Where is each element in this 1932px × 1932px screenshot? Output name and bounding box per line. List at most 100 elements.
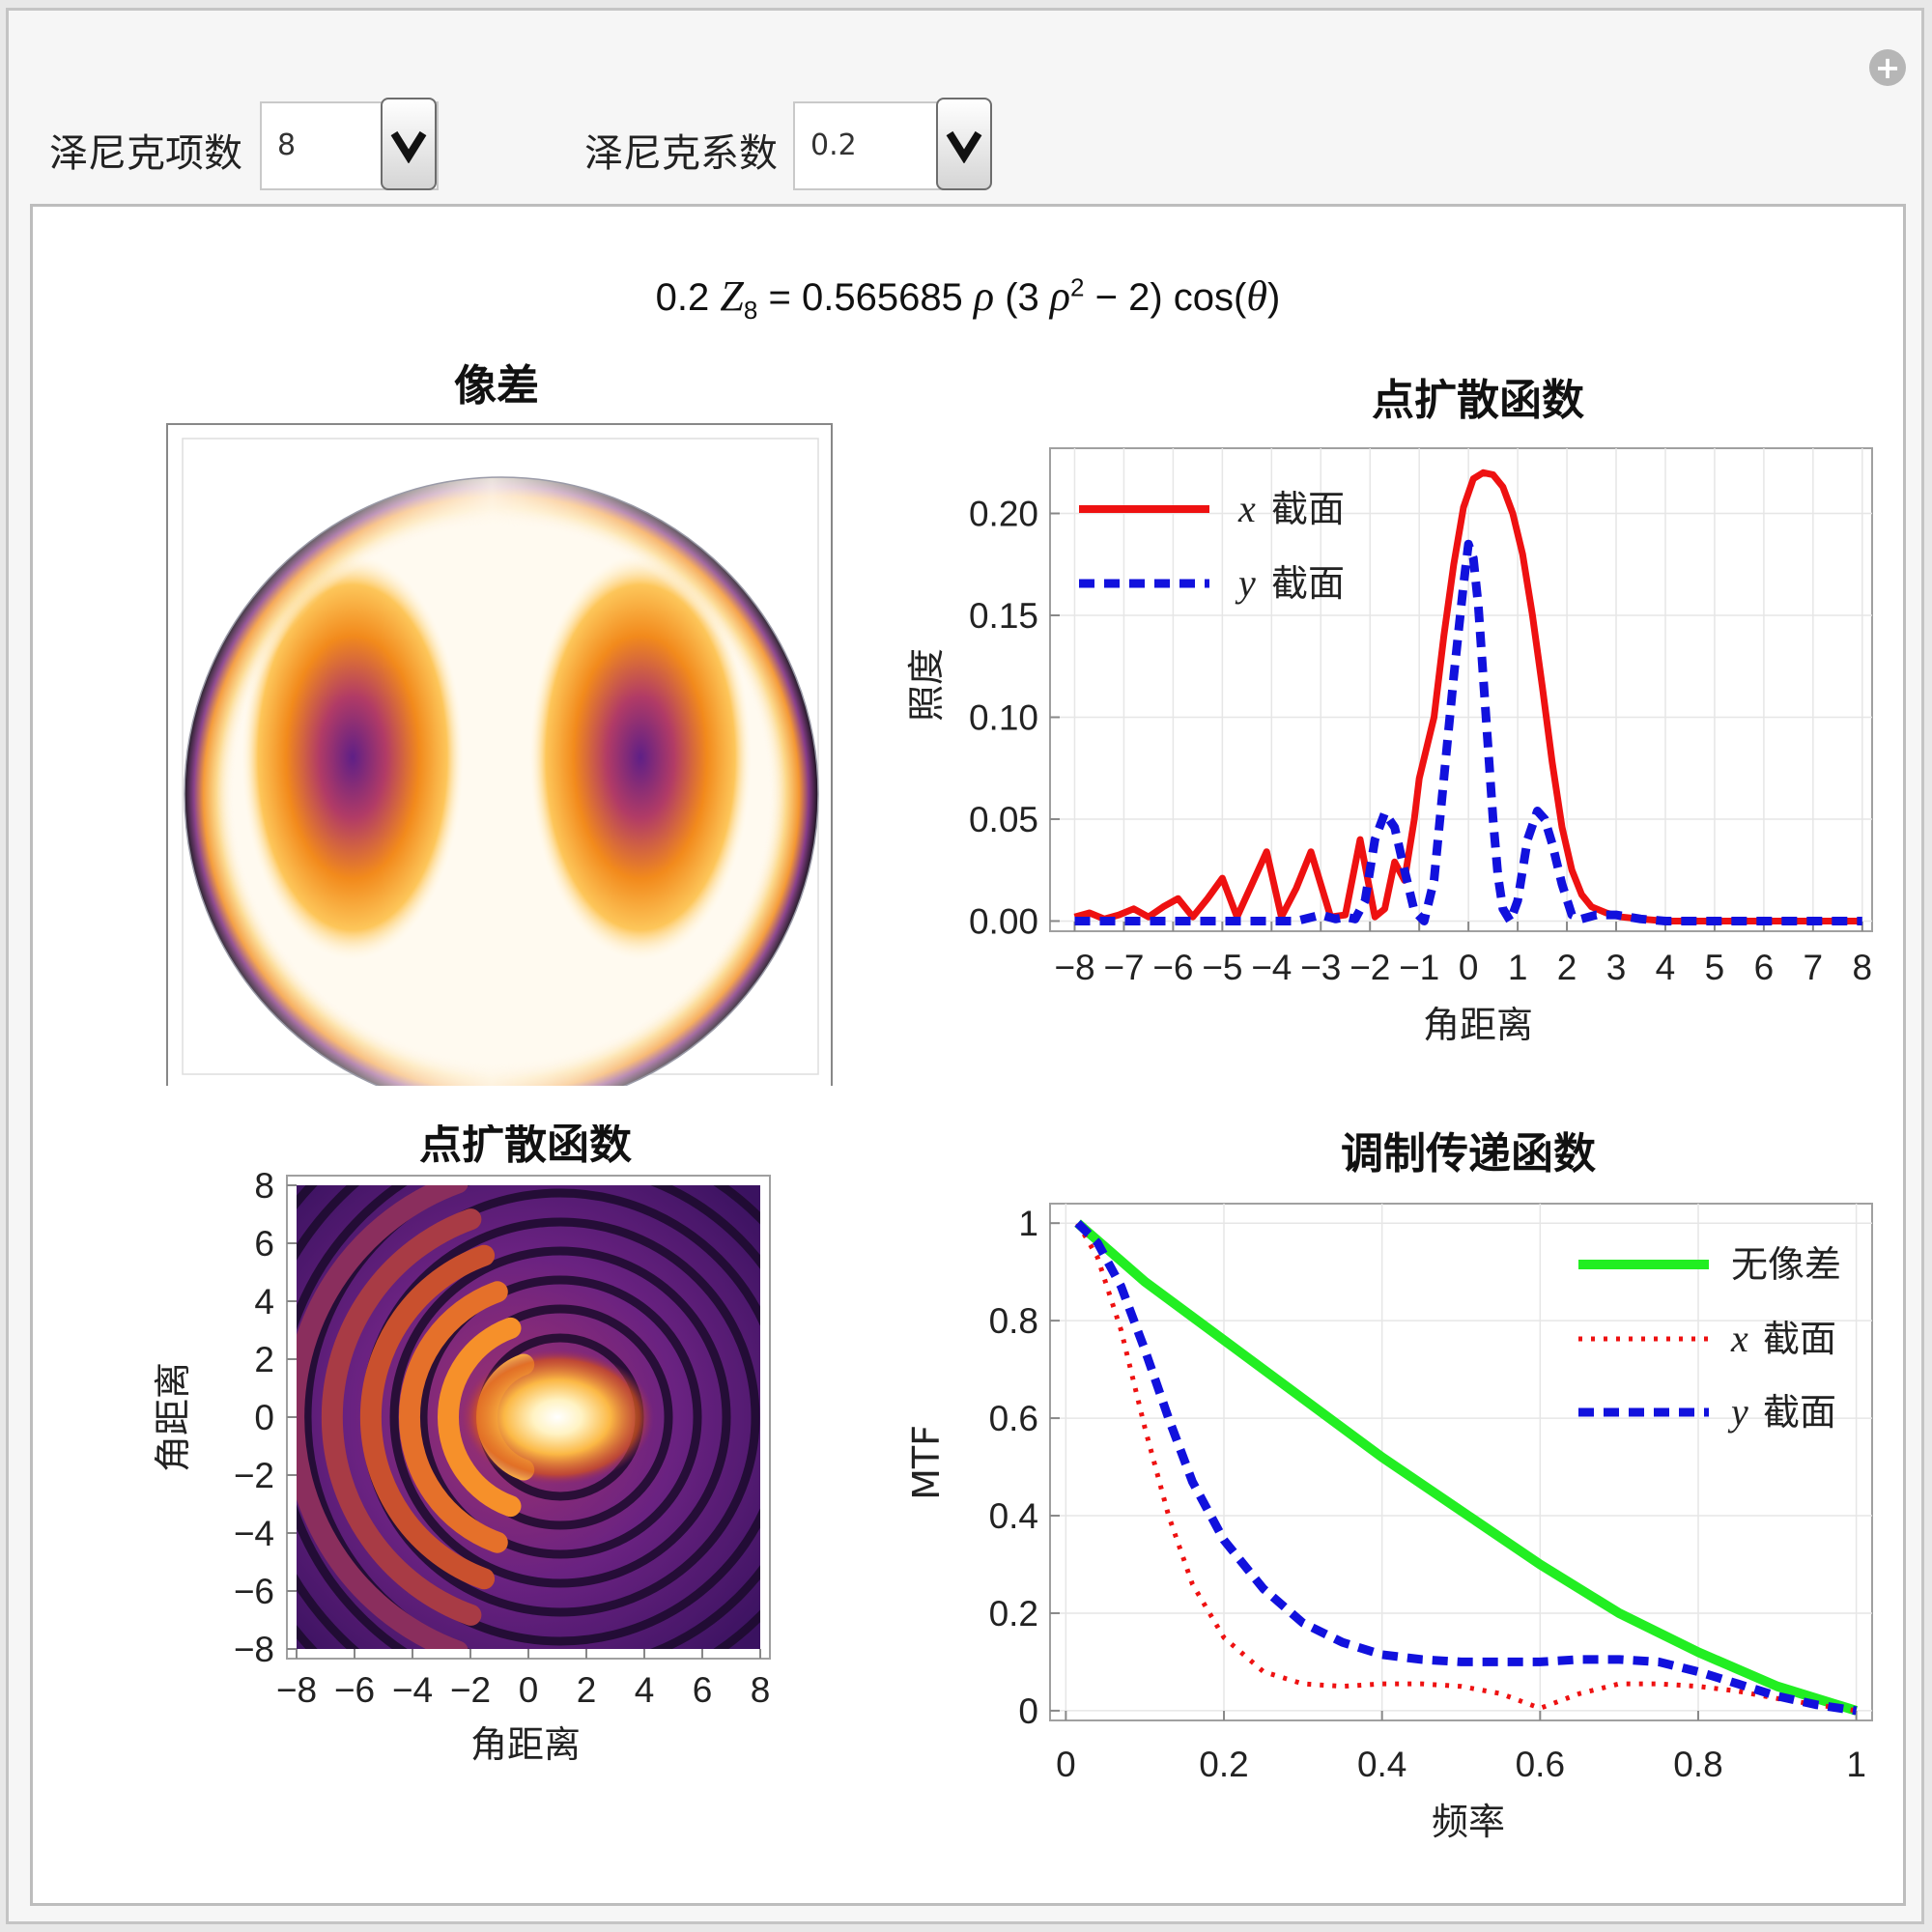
psf-legend-x-var: x — [1237, 487, 1256, 530]
tick-label-x: −5 — [1202, 948, 1242, 987]
formula-rho: ρ — [973, 272, 995, 320]
psf-line-ylabel: 照度 — [905, 648, 948, 722]
tick-label-x: 0.4 — [1357, 1745, 1406, 1784]
tick-label-x: 3 — [1606, 948, 1627, 987]
zernike-coef-dropdown-button[interactable] — [936, 98, 992, 190]
tick-label-x: 0 — [519, 1670, 539, 1710]
tick-label-x: −6 — [1152, 948, 1193, 987]
formula-power: 2 — [1070, 272, 1085, 302]
psf-legend-y-var: y — [1235, 561, 1256, 605]
mtf-grid — [1050, 1204, 1872, 1720]
tick-label-x: 4 — [635, 1670, 655, 1710]
psf-line-legend: x 截面 y 截面 — [1079, 487, 1345, 605]
tick-label-x: 2 — [1557, 948, 1577, 987]
tick-label-y: 0.10 — [969, 697, 1038, 737]
formula-minus: − 2) — [1094, 276, 1163, 319]
mtf-legend-x-label: 截面 — [1763, 1318, 1836, 1360]
tick-label-y: 0.15 — [969, 596, 1038, 636]
formula-symbol: Z — [720, 272, 744, 320]
mtf-xlabel: 频率 — [1432, 1801, 1505, 1843]
tick-label-y: 0.05 — [969, 800, 1038, 839]
mtf-ylabel: MTF — [905, 1425, 948, 1500]
psf-bright-arc — [321, 1208, 482, 1626]
psf-line-series — [1073, 469, 1862, 925]
tick-label-x: −8 — [276, 1670, 317, 1710]
tick-label-x: −8 — [1054, 948, 1094, 987]
tick-label-y: 0 — [254, 1398, 274, 1437]
tick-label-x: 7 — [1804, 948, 1824, 987]
formula-coef: 0.2 — [655, 276, 710, 319]
output-area: 0.2 Z8 = 0.565685 ρ (3 ρ2 − 2) cos(θ) — [30, 204, 1906, 1906]
manipulate-panel: 泽尼克项数 8 泽尼克系数 0.2 + 0.2 Z8 = 0.565685 ρ … — [6, 8, 1924, 1924]
aberration-disc — [185, 477, 818, 1086]
mtf-ticks: 0 0.2 0.4 0.6 0.8 1 0 0.2 0.4 0.6 0.8 1 — [989, 1204, 1866, 1784]
psf-line-panel: 点扩散函数 −8 −7 −6 −5 −4 −3 −2 −1 0 1 2 3 4 5 6 7 8 0.00 0.05 0… — [905, 376, 1873, 1046]
controls-bar: 泽尼克项数 8 泽尼克系数 0.2 + — [9, 11, 1921, 204]
series-line-0 — [1073, 469, 1858, 924]
psf-density-ylabel: 角距离 — [152, 1362, 194, 1472]
tick-label-x: 0.6 — [1516, 1745, 1565, 1784]
psf-legend-x-label: 截面 — [1271, 488, 1345, 530]
formula-close: ) — [1266, 276, 1281, 319]
tick-label-x: 6 — [693, 1670, 713, 1710]
mtf-title: 调制传递函数 — [1341, 1129, 1596, 1179]
psf-density-image — [297, 1185, 760, 1649]
tick-label-x: −6 — [334, 1670, 375, 1710]
tick-label-y: 8 — [254, 1166, 274, 1206]
tick-label-y: 2 — [254, 1340, 274, 1379]
tick-label-x: −3 — [1300, 948, 1341, 987]
tick-label-y: −4 — [234, 1514, 274, 1553]
zernike-term-label: 泽尼克项数 — [49, 131, 242, 176]
psf-ring-dark — [389, 1246, 731, 1588]
tick-label-y: 0.6 — [989, 1399, 1038, 1438]
psf-ring-dark — [302, 1185, 760, 1649]
formula-paren: (3 — [1005, 276, 1039, 319]
psf-line-xlabel: 角距离 — [1423, 1004, 1533, 1046]
tick-label-y: 0.4 — [989, 1496, 1038, 1536]
tick-label-x: 4 — [1656, 948, 1676, 987]
tick-label-x: 6 — [1754, 948, 1775, 987]
psf-legend-y-label: 截面 — [1271, 562, 1345, 605]
formula-factor: 0.565685 — [801, 276, 963, 319]
mtf-legend-x-var: x — [1730, 1317, 1748, 1360]
tick-label-y: 0.00 — [969, 901, 1038, 941]
aberration-title: 像差 — [454, 361, 539, 411]
psf-density-title: 点扩散函数 — [419, 1124, 632, 1169]
tick-label-y: 6 — [254, 1224, 274, 1264]
tick-label-x: 0.2 — [1199, 1745, 1248, 1784]
chevron-down-icon — [390, 130, 427, 163]
series-line-2 — [1074, 1219, 1858, 1716]
mtf-series — [1074, 1219, 1859, 1716]
aberration-panel: 像差 — [166, 361, 833, 1086]
formula-rho-2: ρ — [1049, 272, 1071, 320]
formula-theta: θ — [1246, 272, 1267, 320]
psf-ring-dark — [418, 1275, 702, 1559]
mtf-panel: 调制传递函数 0 0.2 0.4 0.6 0.8 1 0 0.2 0.4 0.6 0.8 1 频率 M… — [905, 1129, 1873, 1843]
zernike-formula: 0.2 Z8 = 0.565685 ρ (3 ρ2 − 2) cos(θ) — [33, 271, 1903, 326]
tick-label-x: 5 — [1705, 948, 1725, 987]
psf-density-core — [461, 1350, 654, 1485]
psf-bright-arc — [437, 1317, 522, 1518]
tick-label-x: 8 — [1853, 948, 1873, 987]
tick-label-x: −2 — [1350, 948, 1390, 987]
plus-circle-icon[interactable]: + — [1869, 49, 1906, 86]
formula-index: 8 — [743, 296, 758, 325]
tick-label-y: 0.20 — [969, 495, 1038, 534]
tick-label-x: −7 — [1103, 948, 1144, 987]
psf-line-ticks: −8 −7 −6 −5 −4 −3 −2 −1 0 1 2 3 4 5 6 7 8 0.00 0.05 0.10 0.1… — [969, 495, 1872, 987]
psf-line-title: 点扩散函数 — [1372, 376, 1584, 425]
psf-density-xlabel: 角距离 — [470, 1723, 581, 1766]
mtf-legend-y-label: 截面 — [1763, 1391, 1836, 1434]
formula-equals: = — [768, 276, 791, 319]
tick-label-x: −1 — [1399, 948, 1439, 987]
formula-cos: cos( — [1173, 276, 1247, 319]
zernike-term-dropdown-button[interactable] — [381, 98, 437, 190]
tick-label-y: 0.2 — [989, 1594, 1038, 1634]
tick-label-x: 0 — [1459, 948, 1479, 987]
tick-label-x: 0 — [1056, 1745, 1076, 1784]
tick-label-y: −8 — [234, 1630, 274, 1669]
tick-label-x: −2 — [450, 1670, 491, 1710]
tick-label-x: 1 — [1846, 1745, 1866, 1784]
tick-label-x: 2 — [577, 1670, 597, 1710]
